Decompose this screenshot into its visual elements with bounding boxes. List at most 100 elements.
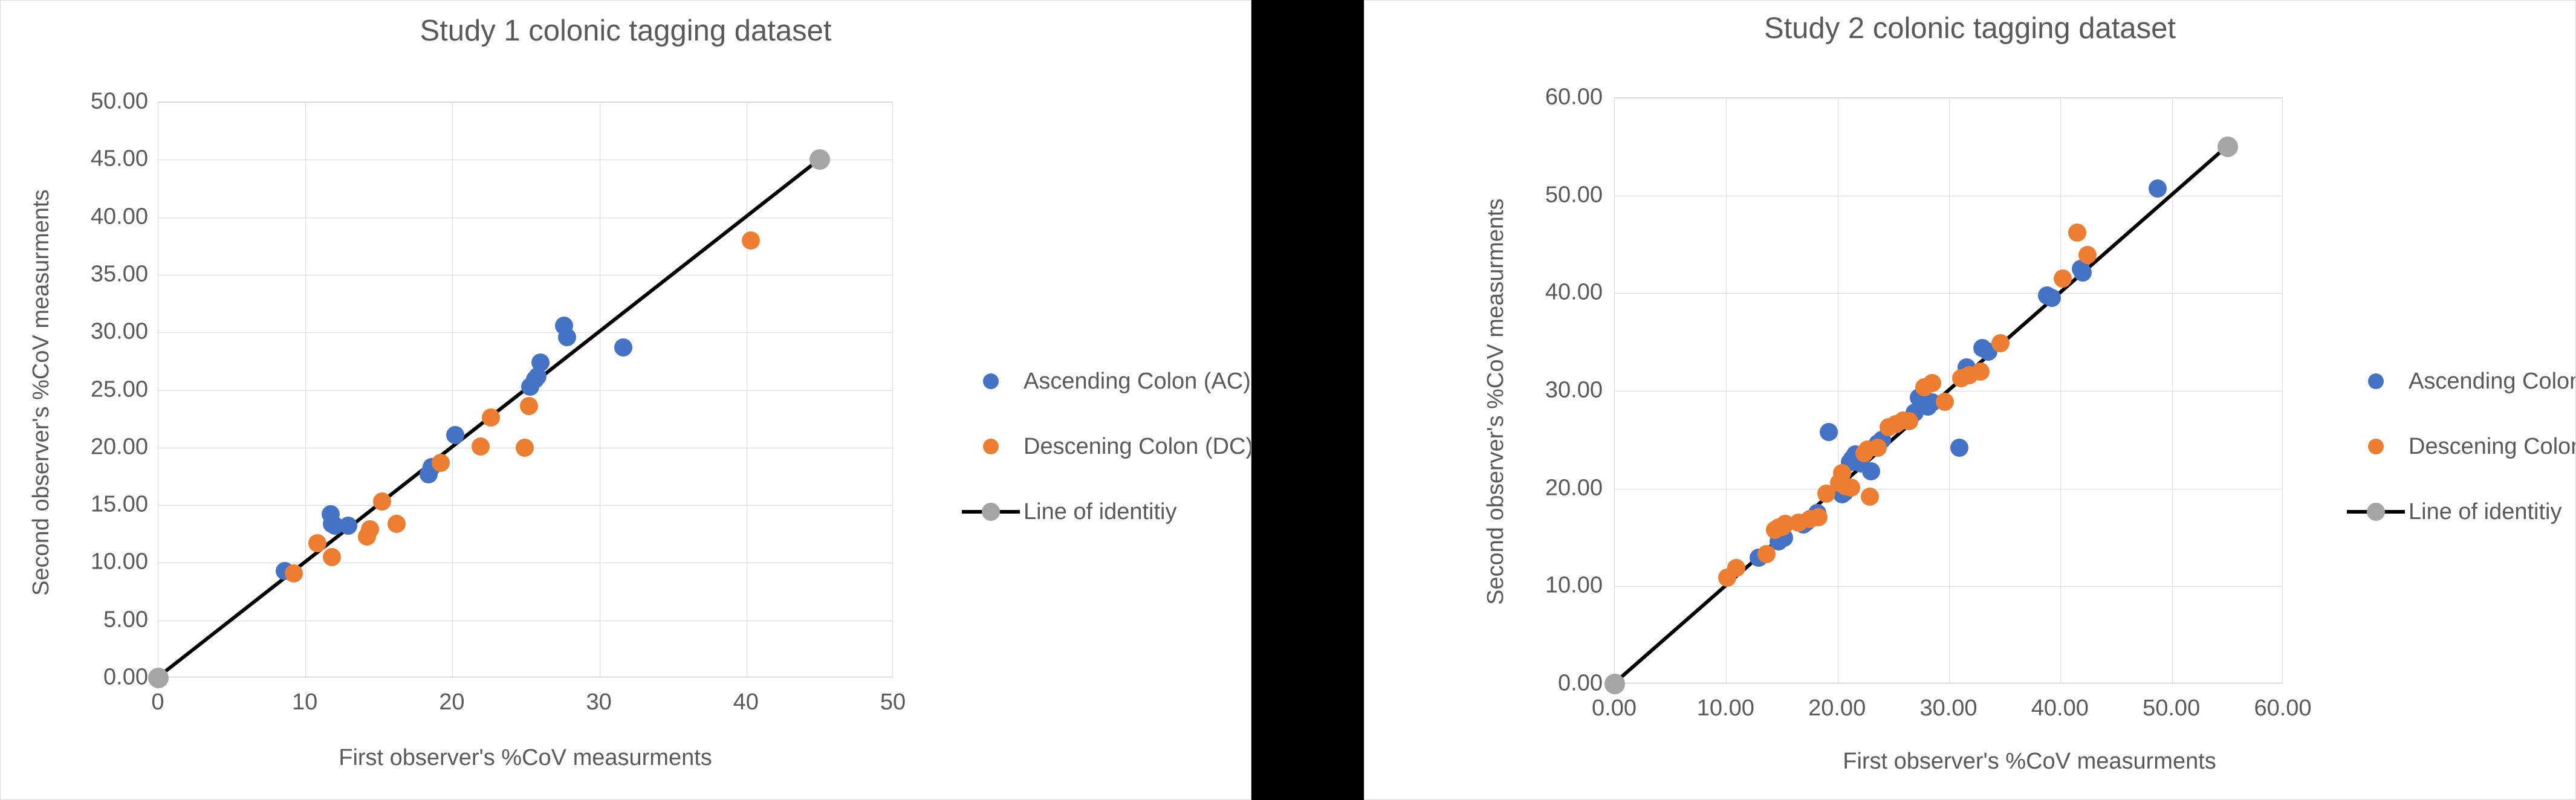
identity-line-endpoint-marker — [1604, 674, 1625, 694]
legend-line-of-identity[interactable]: Line of identitiy — [962, 494, 1251, 530]
y-axis-tick-label: 30.00 — [1545, 377, 1603, 403]
gridline-vertical — [452, 102, 453, 677]
gridline-vertical — [1949, 98, 1950, 683]
scatter-point — [322, 547, 341, 566]
legend-label: Ascending Colon (AC) — [1024, 368, 1251, 394]
legend-dot-swatch — [2368, 373, 2384, 389]
x-axis-tick-label: 30 — [586, 689, 612, 715]
scatter-point — [614, 338, 632, 356]
scatter-point — [515, 438, 534, 457]
y-axis-tick-label: 10.00 — [1545, 572, 1603, 598]
scatter-point — [471, 437, 490, 456]
legend-dot-swatch — [982, 503, 1000, 521]
legend-dot-swatch — [2368, 439, 2384, 454]
x-axis-tick-label: 40 — [733, 689, 759, 715]
legend-ascending-colon[interactable]: Ascending Colon (AC) — [2347, 363, 2575, 399]
gridline-horizontal — [158, 102, 892, 103]
scatter-point — [2148, 179, 2167, 198]
scatter-point — [1991, 334, 2010, 352]
legend-dot-swatch — [983, 373, 999, 389]
scatter-point — [1971, 362, 1990, 381]
scatter-point — [2074, 263, 2092, 282]
legend-label: Descening Colon (DC) — [2409, 433, 2575, 459]
legend-dot-swatch — [983, 439, 999, 454]
scatter-point — [1861, 487, 1880, 506]
x-axis-tick-label: 0 — [151, 689, 164, 715]
scatter-point — [446, 425, 465, 444]
plot-area-study1 — [148, 102, 893, 688]
x-axis-tick-label: 40.00 — [2031, 695, 2089, 721]
scatter-point — [1861, 462, 1880, 480]
x-axis-tick-label: 50 — [880, 689, 906, 715]
y-axis-tick-label: 60.00 — [1545, 84, 1603, 110]
scatter-point — [1900, 412, 1918, 431]
legend-marker — [2347, 494, 2405, 530]
scatter-point — [372, 492, 391, 511]
x-axis-tick-label: 20 — [439, 689, 465, 715]
y-axis-tick-label: 40.00 — [1545, 279, 1603, 305]
gridline-vertical — [2060, 98, 2062, 683]
x-axis-tick-label: 10.00 — [1696, 695, 1754, 721]
legend-marker — [2347, 428, 2405, 465]
y-axis-tick-label: 50.00 — [1545, 182, 1603, 208]
legend-marker — [2347, 363, 2405, 399]
scatter-point — [431, 453, 450, 472]
scatter-point — [339, 517, 357, 535]
x-axis-tick-label: 20.00 — [1808, 695, 1866, 721]
x-axis-tick-label: 50.00 — [2143, 695, 2201, 721]
scatter-point — [1841, 479, 1860, 497]
x-axis-tick-label: 60.00 — [2254, 695, 2312, 721]
scatter-point — [361, 520, 380, 539]
scatter-point — [308, 534, 326, 552]
y-axis-tick-label: 15.00 — [90, 491, 148, 517]
legend-dot-swatch — [2367, 503, 2385, 521]
scatter-point — [387, 514, 406, 533]
chart-title-study2: Study 2 colonic tagging dataset — [1763, 12, 2176, 45]
legend-descening-colon[interactable]: Descening Colon (DC) — [962, 428, 1251, 465]
legend-label: Descening Colon (DC) — [1024, 433, 1251, 459]
legend-ascending-colon[interactable]: Ascending Colon (AC) — [962, 363, 1251, 399]
legend-label: Line of identitiy — [2409, 498, 2562, 524]
scatter-point — [1727, 558, 1745, 577]
legend-line-of-identity[interactable]: Line of identitiy — [2347, 494, 2575, 530]
y-axis-tick-label: 20.00 — [90, 434, 148, 460]
scatter-point — [1869, 438, 1887, 457]
gridline-horizontal — [158, 505, 892, 506]
legend-study1: Ascending Colon (AC) Descening Colon (DC)… — [962, 363, 1251, 559]
y-axis-tick-label: 25.00 — [90, 376, 148, 402]
scatter-point — [2078, 246, 2097, 265]
scatter-point — [284, 564, 303, 582]
scatter-point — [531, 353, 550, 372]
gridline-vertical — [1726, 98, 1727, 683]
legend-descening-colon[interactable]: Descening Colon (DC) — [2347, 428, 2575, 465]
gridline-horizontal — [1615, 293, 2282, 294]
x-axis-tick-label: 10 — [292, 689, 318, 715]
x-axis-tick-label: 0.00 — [1592, 695, 1637, 721]
legend-label: Line of identitiy — [1024, 498, 1177, 524]
y-axis-tick-label: 20.00 — [1545, 475, 1603, 501]
identity-line-endpoint-marker — [148, 668, 169, 688]
scatter-point — [2042, 289, 2061, 308]
gridline-vertical — [2172, 98, 2173, 683]
legend-label: Ascending Colon (AC) — [2409, 368, 2575, 394]
y-axis-tick-label: 50.00 — [90, 88, 148, 114]
x-axis-title-study1: First observer's %CoV measurments — [339, 745, 712, 770]
y-axis-tick-label: 5.00 — [103, 607, 148, 633]
identity-line-endpoint-marker — [809, 149, 831, 170]
chart-title-study1: Study 1 colonic tagging dataset — [420, 15, 832, 47]
chart-panel-study2: Study 2 colonic tagging dataset 0.00 10.0… — [1364, 0, 2576, 800]
panel-separator — [1251, 0, 1364, 800]
y-axis-tick-label: 10.00 — [90, 549, 148, 575]
legend-marker — [962, 494, 1020, 530]
scatter-point — [1809, 508, 1828, 526]
legend-marker — [962, 363, 1020, 399]
line-of-identity — [1615, 145, 2228, 683]
x-axis-title-study2: First observer's %CoV measurments — [1843, 749, 2216, 774]
y-axis-tick-label: 40.00 — [90, 204, 148, 230]
scatter-point — [1950, 438, 1968, 457]
y-axis-tick-label: 30.00 — [90, 318, 148, 344]
legend-study2: Ascending Colon (AC) Descening Colon (DC)… — [2347, 363, 2575, 559]
y-axis-tick-label: 45.00 — [90, 146, 148, 172]
scatter-point — [481, 408, 500, 427]
